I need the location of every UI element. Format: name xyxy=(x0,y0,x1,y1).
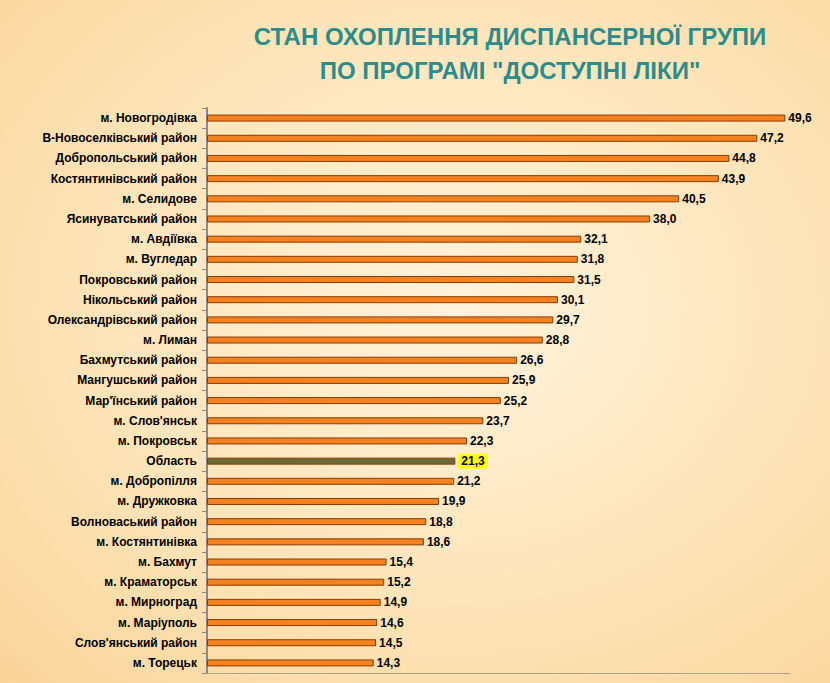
svg-text:В-Новоселківський район: В-Новоселківський район xyxy=(42,131,197,145)
svg-text:26,6: 26,6 xyxy=(520,353,544,367)
svg-text:м. Покровськ: м. Покровськ xyxy=(118,434,198,448)
svg-text:Слов'янський район: Слов'янський район xyxy=(75,636,197,650)
svg-text:Покровський район: Покровський район xyxy=(79,273,197,287)
svg-text:м. Краматорськ: м. Краматорськ xyxy=(104,575,198,589)
svg-text:23,7: 23,7 xyxy=(486,414,510,428)
svg-text:Добропольський район: Добропольський район xyxy=(56,151,197,165)
svg-text:Область: Область xyxy=(146,454,197,468)
svg-text:47,2: 47,2 xyxy=(760,131,784,145)
svg-text:19,9: 19,9 xyxy=(442,494,466,508)
svg-text:30,1: 30,1 xyxy=(561,293,585,307)
svg-text:Костянтинівський район: Костянтинівський район xyxy=(51,172,197,186)
svg-text:м. Авдіївка: м. Авдіївка xyxy=(131,232,197,246)
svg-text:14,9: 14,9 xyxy=(384,595,408,609)
svg-text:Олександрівський район: Олександрівський район xyxy=(48,313,197,327)
svg-text:22,3: 22,3 xyxy=(470,434,494,448)
svg-text:15,4: 15,4 xyxy=(390,555,414,569)
svg-text:18,8: 18,8 xyxy=(429,515,453,529)
svg-text:СТАН ОХОПЛЕННЯ ДИСПАНСЕРНОЇ ГР: СТАН ОХОПЛЕННЯ ДИСПАНСЕРНОЇ ГРУПИ xyxy=(254,23,767,50)
svg-text:Ясинуватський район: Ясинуватський район xyxy=(67,212,197,226)
svg-text:14,5: 14,5 xyxy=(379,636,403,650)
svg-text:Нікольський район: Нікольський район xyxy=(83,293,197,307)
svg-text:м. Мирноград: м. Мирноград xyxy=(116,595,198,609)
svg-text:м. Бахмут: м. Бахмут xyxy=(138,555,197,569)
svg-text:м. Торецьк: м. Торецьк xyxy=(133,656,198,670)
svg-text:18,6: 18,6 xyxy=(427,535,451,549)
svg-text:31,8: 31,8 xyxy=(581,252,605,266)
svg-text:м. Дружковка: м. Дружковка xyxy=(117,494,197,508)
svg-text:32,1: 32,1 xyxy=(584,232,608,246)
svg-text:Мар'їнський район: Мар'їнський район xyxy=(85,394,197,408)
svg-text:14,3: 14,3 xyxy=(377,656,401,670)
svg-text:44,8: 44,8 xyxy=(732,151,756,165)
svg-text:Бахмутський район: Бахмутський район xyxy=(80,353,197,367)
svg-text:40,5: 40,5 xyxy=(682,192,706,206)
svg-text:25,9: 25,9 xyxy=(512,373,536,387)
svg-text:Мангушський район: Мангушський район xyxy=(77,373,197,387)
svg-text:Волноваський район: Волноваський район xyxy=(71,515,197,529)
svg-text:м. Слов'янськ: м. Слов'янськ xyxy=(113,414,198,428)
svg-text:21,2: 21,2 xyxy=(457,474,481,488)
svg-text:49,6: 49,6 xyxy=(788,111,812,125)
svg-text:28,8: 28,8 xyxy=(546,333,570,347)
svg-text:21,3: 21,3 xyxy=(461,454,485,468)
svg-text:43,9: 43,9 xyxy=(722,172,746,186)
svg-text:25,2: 25,2 xyxy=(504,394,528,408)
svg-text:м. Селидове: м. Селидове xyxy=(122,192,197,206)
svg-text:ПО ПРОГРАМІ "ДОСТУПНІ ЛІКИ": ПО ПРОГРАМІ "ДОСТУПНІ ЛІКИ" xyxy=(320,57,701,84)
svg-text:м. Добропілля: м. Добропілля xyxy=(111,474,197,488)
svg-text:15,2: 15,2 xyxy=(387,575,411,589)
svg-text:м. Костянтинівка: м. Костянтинівка xyxy=(96,535,197,549)
svg-text:м. Вугледар: м. Вугледар xyxy=(126,252,197,266)
svg-text:29,7: 29,7 xyxy=(556,313,580,327)
svg-text:14,6: 14,6 xyxy=(380,616,404,630)
svg-text:31,5: 31,5 xyxy=(577,273,601,287)
svg-text:м. Новогродівка: м. Новогродівка xyxy=(100,111,197,125)
svg-text:38,0: 38,0 xyxy=(653,212,677,226)
svg-text:м. Лиман: м. Лиман xyxy=(143,333,197,347)
svg-text:м. Маріуполь: м. Маріуполь xyxy=(118,616,197,630)
